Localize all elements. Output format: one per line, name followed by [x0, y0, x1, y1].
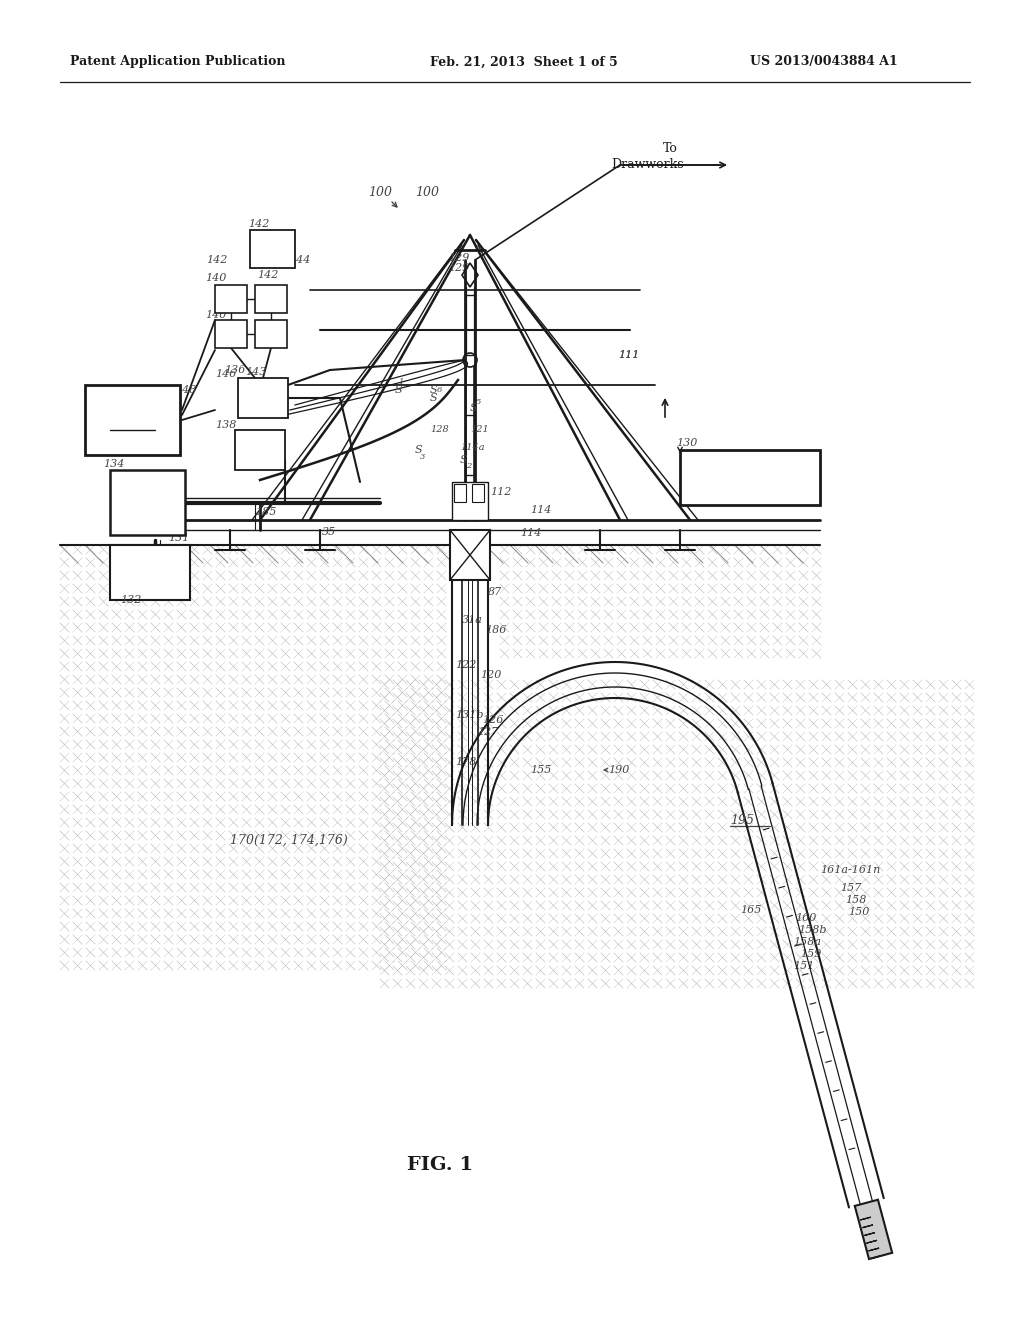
Text: S: S — [460, 455, 468, 465]
Text: S: S — [430, 393, 437, 403]
Text: 140: 140 — [205, 273, 226, 282]
Text: 138: 138 — [215, 420, 237, 430]
Bar — [85, 385, 180, 455]
Text: 148: 148 — [116, 414, 147, 429]
Text: 185: 185 — [255, 507, 276, 517]
Text: 129: 129 — [449, 263, 469, 273]
Bar — [110, 470, 185, 535]
Text: 143: 143 — [245, 367, 266, 378]
Text: 195: 195 — [730, 813, 754, 826]
Text: 100: 100 — [415, 186, 439, 198]
Text: To: To — [663, 141, 678, 154]
Text: 121: 121 — [470, 425, 488, 434]
Text: 136: 136 — [224, 366, 246, 375]
Text: 35: 35 — [322, 527, 336, 537]
Bar — [215, 319, 247, 348]
Text: S: S — [470, 403, 477, 413]
Text: 127: 127 — [477, 727, 499, 737]
Text: 146: 146 — [215, 370, 237, 379]
Text: 140: 140 — [205, 310, 226, 319]
Text: 165: 165 — [740, 906, 762, 915]
Bar — [238, 378, 288, 418]
Bar — [450, 531, 490, 579]
Bar — [452, 482, 488, 520]
Text: 151: 151 — [793, 961, 814, 972]
Text: 114a: 114a — [460, 444, 484, 453]
Text: S: S — [395, 385, 402, 395]
Text: 142: 142 — [248, 219, 269, 228]
Text: 142: 142 — [206, 255, 227, 265]
Text: 87: 87 — [488, 587, 502, 597]
Bar — [255, 319, 287, 348]
Text: 130: 130 — [676, 438, 697, 447]
Text: 150: 150 — [848, 907, 869, 917]
Text: 111: 111 — [618, 350, 639, 360]
Text: 142: 142 — [257, 271, 279, 280]
Text: 122: 122 — [455, 660, 476, 671]
Text: 3: 3 — [420, 453, 425, 461]
Text: 31a: 31a — [462, 615, 483, 624]
Bar — [472, 484, 484, 502]
Text: 100: 100 — [368, 186, 392, 199]
Text: 2: 2 — [466, 462, 471, 470]
Text: 158b: 158b — [798, 925, 826, 935]
Text: 132: 132 — [120, 595, 141, 605]
Text: S: S — [415, 445, 423, 455]
Bar — [110, 545, 190, 601]
Text: 126: 126 — [482, 715, 504, 725]
Bar — [454, 484, 466, 502]
Text: 6: 6 — [437, 385, 442, 393]
Text: 178: 178 — [455, 756, 476, 767]
Text: 159: 159 — [800, 949, 821, 960]
Text: Feb. 21, 2013  Sheet 1 of 5: Feb. 21, 2013 Sheet 1 of 5 — [430, 55, 617, 69]
Text: 120: 120 — [480, 671, 502, 680]
Text: Drawworks: Drawworks — [611, 158, 684, 172]
Text: 131b: 131b — [455, 710, 483, 719]
Polygon shape — [855, 1200, 892, 1259]
Text: FIG. 1: FIG. 1 — [407, 1156, 473, 1173]
Text: 158: 158 — [845, 895, 866, 906]
Bar — [234, 430, 285, 470]
Text: 155: 155 — [530, 766, 551, 775]
Text: 186: 186 — [485, 624, 507, 635]
Text: 160: 160 — [795, 913, 816, 923]
Text: 190: 190 — [608, 766, 630, 775]
Text: US 2013/0043884 A1: US 2013/0043884 A1 — [750, 55, 898, 69]
Text: 45: 45 — [250, 389, 264, 400]
Text: 128: 128 — [430, 425, 449, 434]
Text: 112: 112 — [490, 487, 511, 498]
Bar — [250, 230, 295, 268]
Text: 134: 134 — [103, 459, 124, 469]
Text: 129: 129 — [449, 253, 469, 263]
Text: 170(172, 174,176): 170(172, 174,176) — [230, 833, 348, 846]
Text: 114: 114 — [520, 528, 542, 539]
Text: Drawworks: Drawworks — [710, 471, 791, 484]
Text: 1: 1 — [398, 378, 403, 385]
Text: S: S — [430, 385, 437, 395]
Text: 131: 131 — [168, 533, 189, 543]
Bar — [215, 285, 247, 313]
Text: 144: 144 — [289, 255, 310, 265]
Text: 114: 114 — [530, 506, 551, 515]
Text: 148: 148 — [175, 385, 197, 395]
Bar — [255, 285, 287, 313]
Text: 111: 111 — [618, 350, 639, 360]
Text: 158a: 158a — [793, 937, 821, 946]
Text: 157: 157 — [840, 883, 861, 894]
Text: 5: 5 — [476, 399, 481, 407]
Bar — [680, 450, 820, 506]
Text: Patent Application Publication: Patent Application Publication — [70, 55, 286, 69]
Text: 161a-161n: 161a-161n — [820, 865, 881, 875]
